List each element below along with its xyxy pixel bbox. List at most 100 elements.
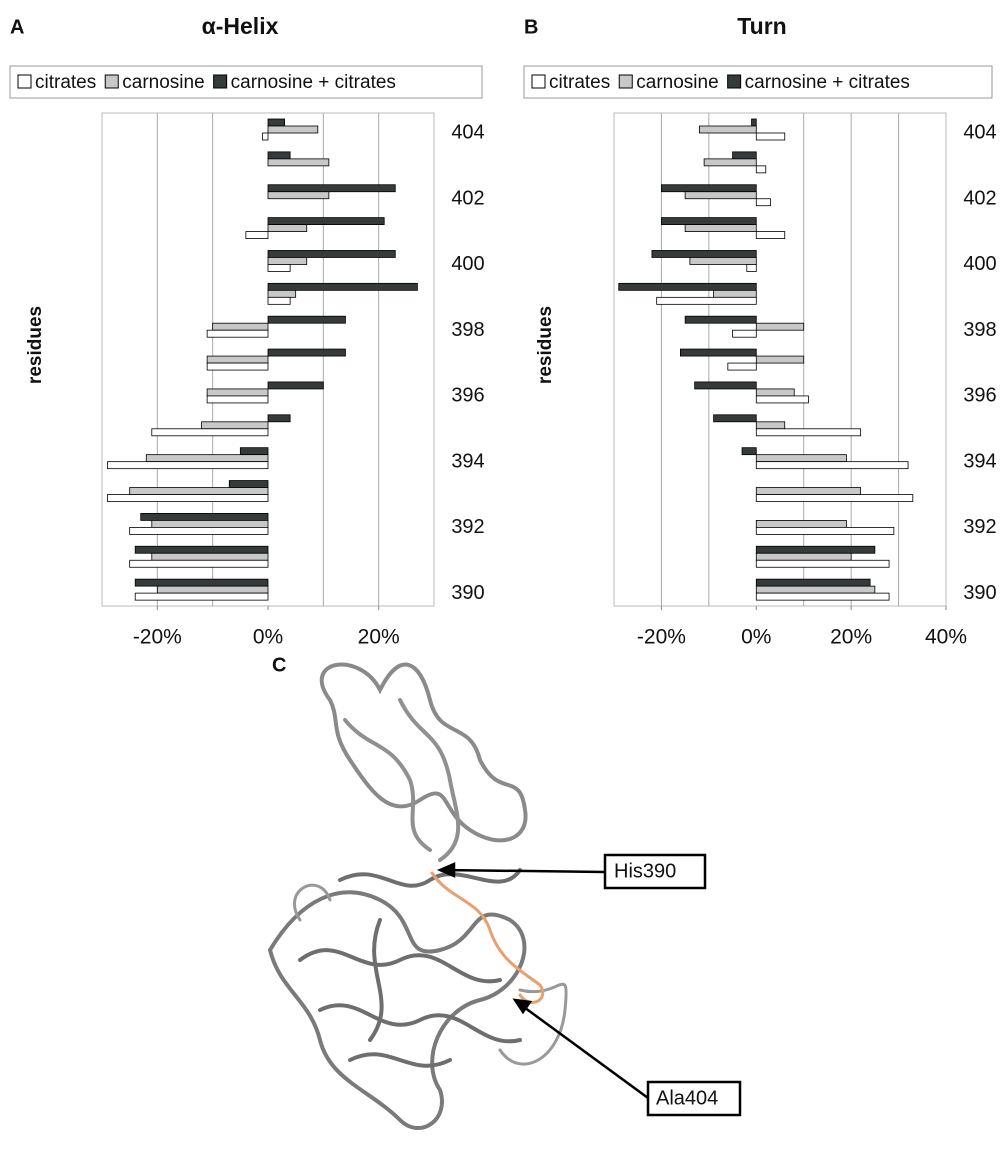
panel-label: B	[524, 16, 538, 38]
legend-label: carnosine + citrates	[231, 72, 396, 93]
legend-swatch	[105, 75, 118, 88]
bar	[268, 152, 290, 159]
bar	[240, 448, 268, 455]
y-tick-label: 404	[963, 122, 996, 144]
bar	[130, 560, 268, 567]
y-tick-label: 394	[963, 450, 996, 472]
bar	[661, 218, 756, 225]
bar	[756, 133, 784, 140]
y-tick-label: 398	[963, 319, 996, 341]
y-tick-label: 402	[451, 187, 484, 209]
y-tick-label: 398	[451, 319, 484, 341]
bar	[714, 290, 757, 297]
legend-swatch	[728, 75, 741, 88]
y-tick-label: 392	[451, 516, 484, 538]
x-tick-label: -20%	[637, 626, 686, 649]
bar	[756, 586, 875, 593]
bar	[268, 349, 345, 356]
protein-backbone	[300, 870, 520, 1066]
bar	[130, 488, 268, 495]
bar	[756, 488, 860, 495]
bar	[756, 356, 803, 363]
y-tick-label: 392	[963, 516, 996, 538]
annotation-label: His390	[614, 860, 676, 882]
y-axis-label: residues	[535, 306, 556, 384]
bar	[135, 546, 268, 553]
bar	[728, 363, 756, 370]
annotation-label: Ala404	[656, 1087, 718, 1109]
y-tick-label: 390	[963, 582, 996, 604]
bar	[756, 166, 765, 173]
bar	[756, 199, 770, 206]
bar	[268, 264, 290, 271]
y-tick-label: 402	[963, 187, 996, 209]
bar	[268, 297, 290, 304]
y-tick-label: 396	[451, 385, 484, 407]
bar	[685, 316, 756, 323]
bar	[747, 264, 756, 271]
bar	[756, 593, 889, 600]
bar	[756, 495, 913, 502]
panel-label: A	[10, 16, 24, 38]
bar	[268, 290, 296, 297]
protein-backbone	[270, 892, 524, 1128]
figure: His390 Ala404 C Aα-Helixresiduescitrates…	[0, 0, 1004, 1152]
bar	[742, 448, 756, 455]
bar	[213, 323, 268, 330]
bar	[268, 283, 417, 290]
bar	[135, 579, 268, 586]
bar	[268, 159, 329, 166]
bar	[207, 330, 268, 337]
bar	[108, 462, 268, 469]
bar	[157, 586, 268, 593]
legend-label: carnosine	[122, 72, 204, 93]
bar	[756, 323, 803, 330]
bar	[268, 257, 307, 264]
y-tick-label: 404	[451, 122, 484, 144]
bar	[268, 119, 285, 126]
bar	[752, 119, 757, 126]
bar	[756, 520, 846, 527]
legend-label: citrates	[549, 72, 610, 93]
panel-label: C	[272, 654, 286, 676]
bar	[661, 185, 756, 192]
bar	[268, 250, 395, 257]
bar	[699, 126, 756, 133]
bar	[657, 297, 757, 304]
y-tick-label: 396	[963, 385, 996, 407]
bar	[756, 462, 908, 469]
y-tick-label: 400	[963, 253, 996, 275]
bar	[685, 192, 756, 199]
legend-label: citrates	[35, 72, 96, 93]
y-axis-label: residues	[25, 306, 46, 384]
bar	[652, 250, 756, 257]
protein-backbone	[322, 665, 526, 841]
bar	[202, 422, 268, 429]
bar	[108, 495, 268, 502]
bar	[207, 396, 268, 403]
bar	[756, 579, 870, 586]
bar	[695, 382, 757, 389]
annotation-arrow	[442, 870, 605, 872]
legend-swatch	[214, 75, 227, 88]
bar	[756, 396, 808, 403]
chart-title: Turn	[737, 13, 786, 39]
bar	[152, 553, 268, 560]
x-tick-label: 0%	[253, 626, 283, 649]
bar	[756, 527, 894, 534]
bar	[268, 382, 323, 389]
bar	[756, 422, 784, 429]
y-tick-label: 394	[451, 450, 484, 472]
bar	[268, 225, 307, 232]
bar	[756, 560, 889, 567]
annotation-arrow	[517, 1002, 648, 1098]
bar	[756, 232, 784, 239]
bar	[207, 356, 268, 363]
bar	[207, 363, 268, 370]
bar	[135, 593, 268, 600]
bar	[756, 455, 846, 462]
legend-label: carnosine + citrates	[745, 72, 910, 93]
bar	[756, 553, 851, 560]
bar	[756, 546, 875, 553]
x-tick-label: 20%	[830, 626, 872, 649]
